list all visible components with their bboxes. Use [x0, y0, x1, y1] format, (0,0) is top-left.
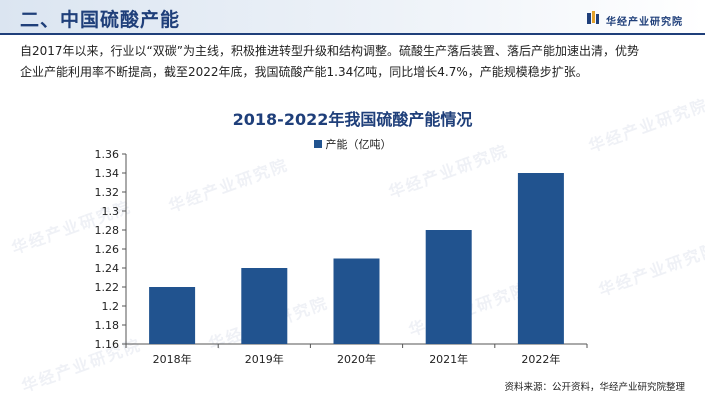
y-tick-label: 1.26 — [95, 243, 120, 256]
source-note: 资料来源：公开资料，华经产业研究院整理 — [504, 382, 685, 393]
header-bar: 二、中国硫酸产能 华经产业研究院 — [0, 0, 705, 35]
y-tick-label: 1.34 — [95, 167, 120, 180]
chart-legend: 产能（亿吨） — [0, 136, 705, 152]
brand-name: 华经产业研究院 — [606, 17, 683, 28]
brand: 华经产业研究院 — [587, 10, 683, 28]
legend-swatch — [313, 140, 322, 148]
intro-line-2: 企业产能利用率不断提高，截至2022年底，我国硫酸产能1.34亿吨，同比增长4.… — [20, 65, 588, 79]
y-tick-label: 1.3 — [102, 205, 120, 218]
y-tick-label: 1.22 — [95, 281, 120, 294]
chart-title: 2018-2022年我国硫酸产能情况 — [232, 110, 473, 129]
x-tick-label: 2021年 — [429, 352, 468, 366]
x-tick-label: 2020年 — [337, 352, 376, 366]
intro-line-1: 自2017年以来，行业以“双碳”为主线，积极推进转型升级和结构调整。硫酸生产落后… — [20, 44, 639, 58]
y-tick-label: 1.36 — [95, 148, 120, 161]
bar — [425, 230, 472, 344]
brand-logo-icon — [587, 11, 599, 24]
y-tick-label: 1.2 — [102, 300, 120, 313]
y-tick-label: 1.18 — [95, 319, 120, 332]
y-tick-label: 1.32 — [95, 186, 120, 199]
y-tick-label: 1.24 — [95, 262, 120, 275]
intro-paragraph: 自2017年以来，行业以“双碳”为主线，积极推进转型升级和结构调整。硫酸生产落后… — [20, 41, 688, 83]
y-tick-label: 1.28 — [95, 224, 120, 237]
legend-label: 产能（亿吨） — [325, 138, 392, 151]
x-tick-label: 2022年 — [521, 352, 560, 366]
section-title: 二、中国硫酸产能 — [20, 9, 181, 31]
x-tick-label: 2019年 — [245, 352, 284, 366]
bar — [149, 287, 196, 344]
x-tick-label: 2018年 — [153, 352, 192, 366]
bar — [517, 173, 564, 344]
bar — [241, 268, 288, 344]
bar — [333, 258, 380, 344]
y-tick-label: 1.16 — [95, 338, 120, 351]
